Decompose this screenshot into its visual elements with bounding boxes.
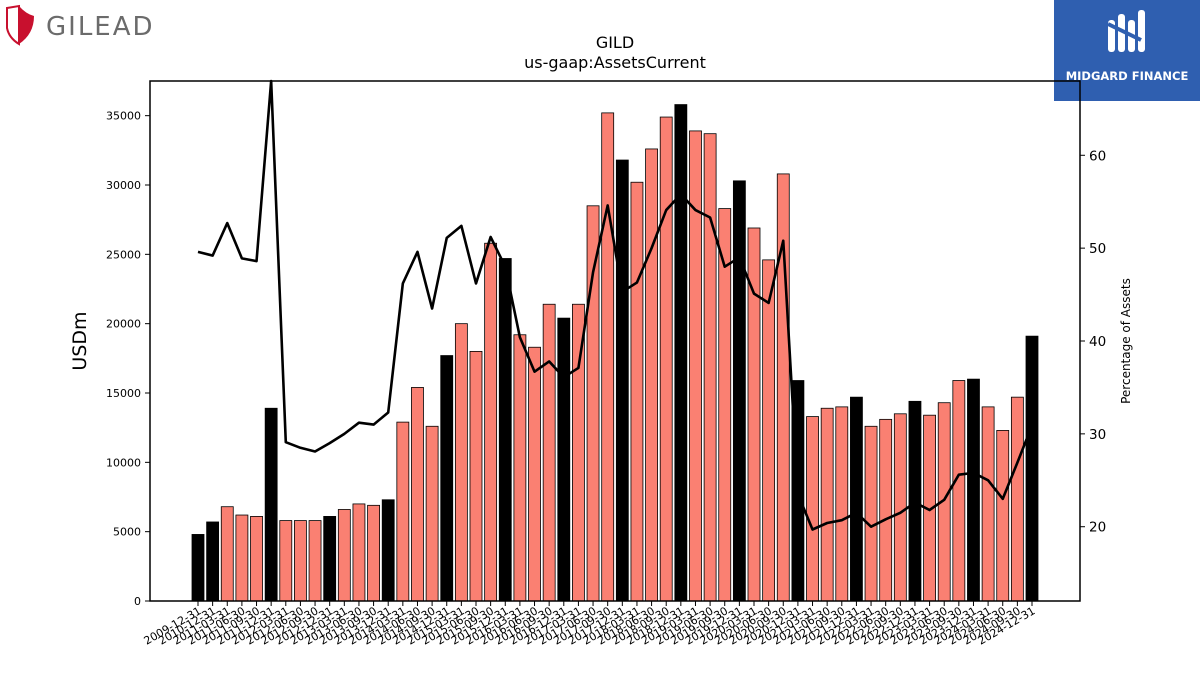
gilead-wordmark: GILEAD [46,12,155,42]
bar-32 [659,116,673,602]
y-tick-label: 5000 [113,526,141,539]
bar-39 [762,259,776,602]
bar-34 [689,130,702,602]
bar-57 [1025,335,1039,602]
midgard-m-icon [1107,10,1145,52]
bar-23 [528,346,541,602]
y-tick-label: 25000 [106,248,141,261]
bar-53 [967,378,980,602]
bar-49 [908,400,922,602]
bar-4 [250,516,263,602]
bar-14 [396,421,410,602]
bar-40 [776,173,790,602]
y-axis-left: 0 5000 10000 15000 20000 25000 30000 35000 [106,110,150,608]
bar-46 [864,425,878,602]
bar-52 [952,380,966,602]
bar-12 [367,504,380,602]
y-right-tick-label: 30 [1089,427,1106,443]
bar-7 [294,520,307,602]
bar-1 [206,521,220,602]
y-right-tick-label: 20 [1089,520,1106,536]
bar-3 [235,514,249,602]
bar-16 [425,425,439,602]
bar-6 [279,520,293,602]
bars-layer [191,104,1039,602]
bar-2 [220,506,234,602]
bar-43 [820,407,834,602]
y-right-tick-label: 60 [1089,148,1106,164]
y-tick-label: 10000 [106,456,141,469]
bar-15 [411,387,424,602]
bar-8 [308,520,322,602]
bar-54 [981,406,995,602]
bar-42 [806,416,819,602]
y-tick-label: 35000 [106,110,141,123]
gilead-shield-icon [6,4,34,46]
bar-44 [835,406,849,602]
bar-45 [850,396,863,602]
bar-37 [732,180,746,602]
y-right-tick-label: 40 [1089,334,1106,350]
y-tick-label: 0 [134,595,141,608]
bar-10 [337,509,351,602]
bar-55 [996,430,1010,602]
bar-18 [454,323,468,602]
chart-subtitle: us-gaap:AssetsCurrent [524,53,706,72]
bar-22 [513,334,527,602]
bar-9 [323,516,337,602]
bar-5 [264,407,278,602]
bar-11 [352,503,366,602]
bar-24 [542,303,556,602]
y-axis-right: 20 30 40 50 60 [1080,148,1106,536]
y-tick-label: 15000 [106,387,141,400]
chart-title: GILD [596,33,634,52]
y-tick-label: 20000 [106,318,141,331]
x-axis: 2009-12-312010-12-312011-03-312011-06-30… [142,601,1038,648]
bar-28 [601,112,615,602]
midgard-finance-logo: MIDGARD FINANCE [1054,0,1200,101]
bar-13 [381,499,395,602]
bar-19 [469,350,483,602]
bar-56 [1010,396,1024,602]
bar-33 [674,104,688,602]
bar-21 [498,258,512,602]
bar-25 [557,317,571,602]
midgard-finance-wordmark: MIDGARD FINANCE [1065,69,1189,83]
bar-20 [484,242,498,602]
bar-17 [440,355,454,602]
y-tick-label: 30000 [106,179,141,192]
bar-31 [645,148,658,602]
bar-0 [191,534,205,602]
line-layer [197,79,1034,531]
gilead-logo: GILEAD [4,4,164,48]
y-axis-label: USDm [69,311,91,370]
bar-29 [615,159,629,602]
bar-47 [879,418,893,602]
percentage-line [197,79,1034,531]
bar-27 [586,205,600,602]
bar-48 [893,413,907,602]
bar-30 [630,181,644,602]
y-right-tick-label: 50 [1089,241,1106,257]
y-axis-right-label: Percentage of Assets [1119,278,1133,404]
bar-35 [703,133,717,602]
